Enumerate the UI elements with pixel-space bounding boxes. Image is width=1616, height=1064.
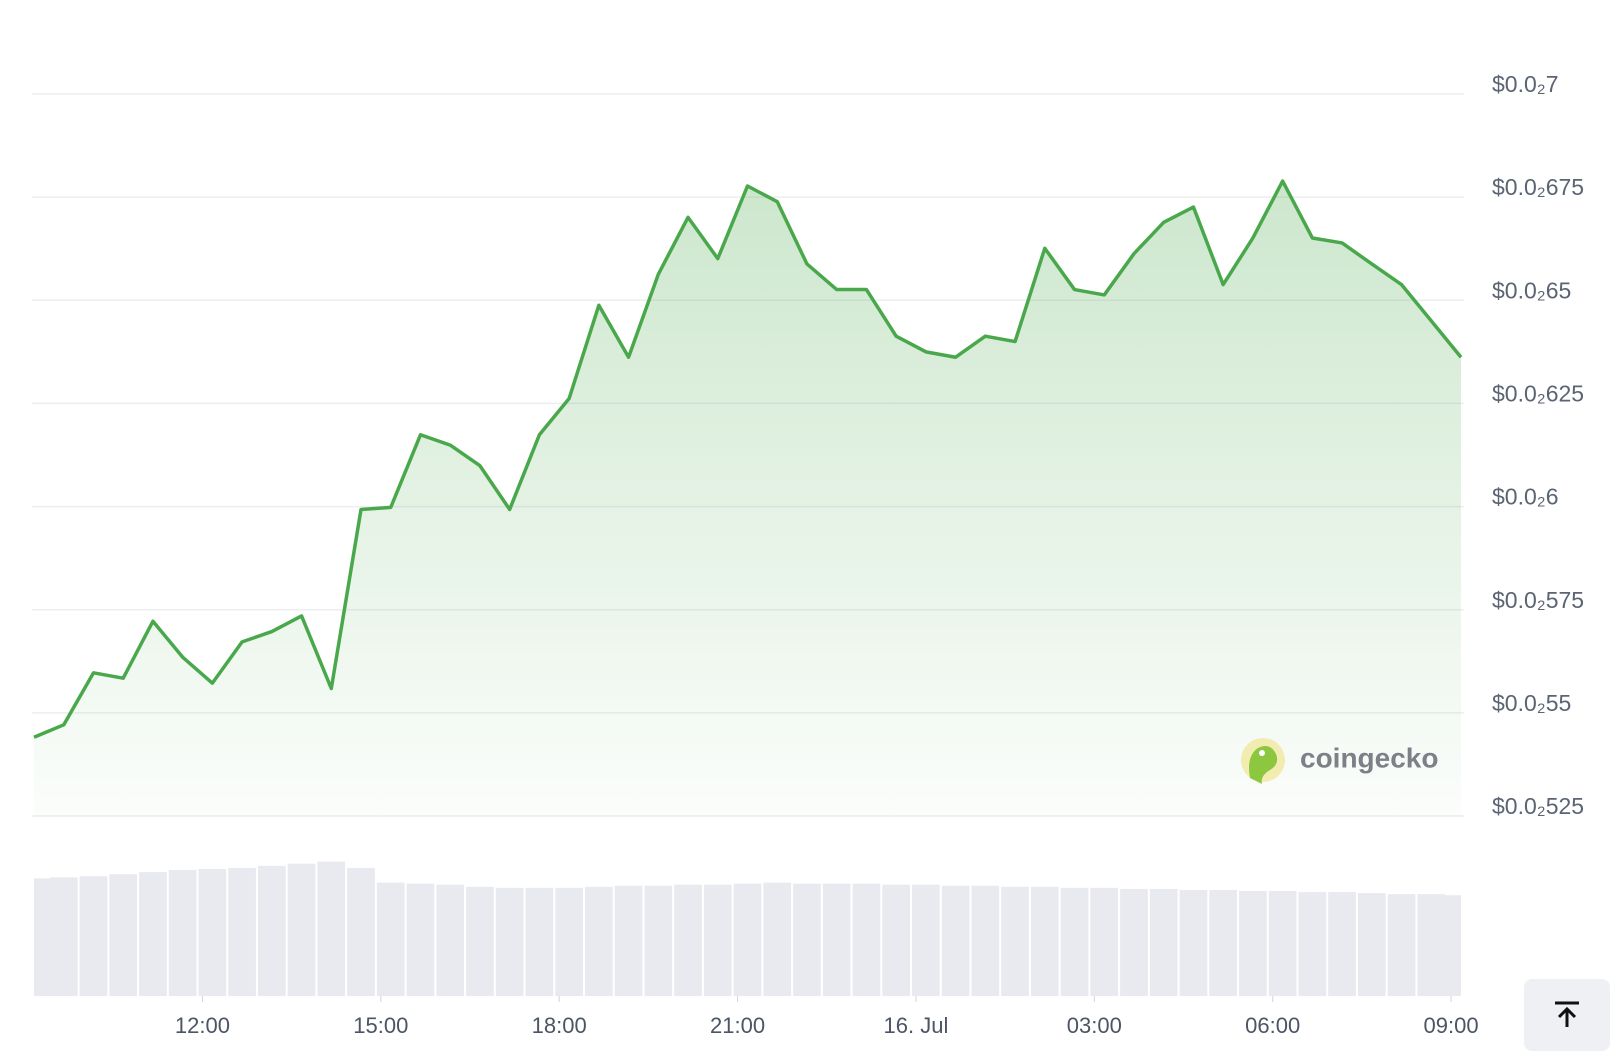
- volume-bar: [317, 861, 346, 996]
- volume-bar: [584, 886, 613, 996]
- volume-bar: [1387, 894, 1416, 996]
- y-tick-label: $0.0₂6: [1492, 484, 1558, 510]
- volume-bar: [347, 867, 375, 996]
- button-icon: [1557, 1006, 1577, 1027]
- x-tick-label: 16. Jul: [884, 1013, 949, 1038]
- volume-bar: [1268, 891, 1297, 996]
- x-tick-label: 12:00: [175, 1013, 230, 1038]
- plot: [33, 179, 1463, 817]
- volume-bar: [436, 884, 465, 996]
- volume-bar: [257, 865, 286, 996]
- volume-bar: [674, 884, 702, 996]
- volume-bar: [109, 874, 138, 996]
- volume-bar: [733, 883, 762, 996]
- volume-bar: [1060, 887, 1089, 996]
- volume-bar: [466, 886, 494, 996]
- watermark: coingecko: [1241, 738, 1438, 784]
- volume-bar: [822, 883, 851, 996]
- volume-bar: [79, 876, 108, 996]
- y-tick-label: $0.0₂525: [1492, 793, 1584, 819]
- volume-bar: [763, 882, 792, 996]
- volume-bar: [1030, 886, 1059, 996]
- volume-bar: [971, 885, 1000, 996]
- volume-bar: [198, 868, 227, 996]
- volume-bar: [703, 884, 732, 996]
- y-tick-label: $0.0₂625: [1492, 381, 1584, 407]
- volume-bar: [882, 884, 911, 996]
- x-tick-label: 21:00: [710, 1013, 765, 1038]
- volume-bar: [852, 883, 881, 996]
- volume-bar: [1149, 888, 1178, 996]
- x-tick-label: 18:00: [532, 1013, 587, 1038]
- volume-bar: [139, 872, 167, 996]
- volume-bar: [644, 885, 673, 996]
- volume-bar: [1357, 893, 1386, 996]
- volume-bar: [168, 870, 197, 996]
- volume: [34, 861, 1461, 996]
- y-tick-label: $0.0₂675: [1492, 174, 1584, 200]
- y-tick-label: $0.0₂575: [1492, 587, 1584, 613]
- y-tick-label: $0.0₂7: [1492, 71, 1558, 97]
- volume-bar: [941, 885, 970, 996]
- volume-bar: [1120, 888, 1148, 996]
- logo-eye: [1259, 750, 1265, 756]
- logo-gecko: [1249, 746, 1278, 784]
- watermark-text: coingecko: [1300, 742, 1438, 773]
- volume-bar: [49, 877, 78, 996]
- volume-bar: [287, 863, 316, 996]
- volume-bar: [1001, 886, 1029, 996]
- volume-bar: [495, 887, 524, 996]
- volume-bar: [555, 887, 583, 996]
- volume-bar: [1239, 891, 1267, 996]
- y-tick-label: $0.0₂65: [1492, 277, 1571, 303]
- volume-bar: [376, 882, 405, 996]
- volume-bar: [1328, 892, 1356, 996]
- volume-bar: [793, 883, 821, 996]
- x-tick-label: 09:00: [1424, 1013, 1479, 1038]
- area: [34, 181, 1461, 817]
- x-tick-label: 03:00: [1067, 1013, 1122, 1038]
- volume-bar: [1298, 892, 1327, 996]
- x-tick-label: 15:00: [353, 1013, 408, 1038]
- volume-bar: [1090, 887, 1119, 996]
- volume-bar: [1433, 895, 1461, 996]
- scroll-top-button[interactable]: [1524, 979, 1610, 1051]
- volume-bar: [614, 885, 643, 996]
- x-tick-label: 06:00: [1245, 1013, 1300, 1038]
- volume-bar: [406, 883, 435, 996]
- volume-bar: [525, 887, 554, 996]
- volume-bar: [1179, 889, 1208, 996]
- volume-bar: [1209, 889, 1238, 996]
- price-line: [33, 179, 1463, 739]
- volume-bar: [912, 884, 940, 996]
- volume-bar: [228, 867, 256, 996]
- y-tick-label: $0.0₂55: [1492, 690, 1571, 716]
